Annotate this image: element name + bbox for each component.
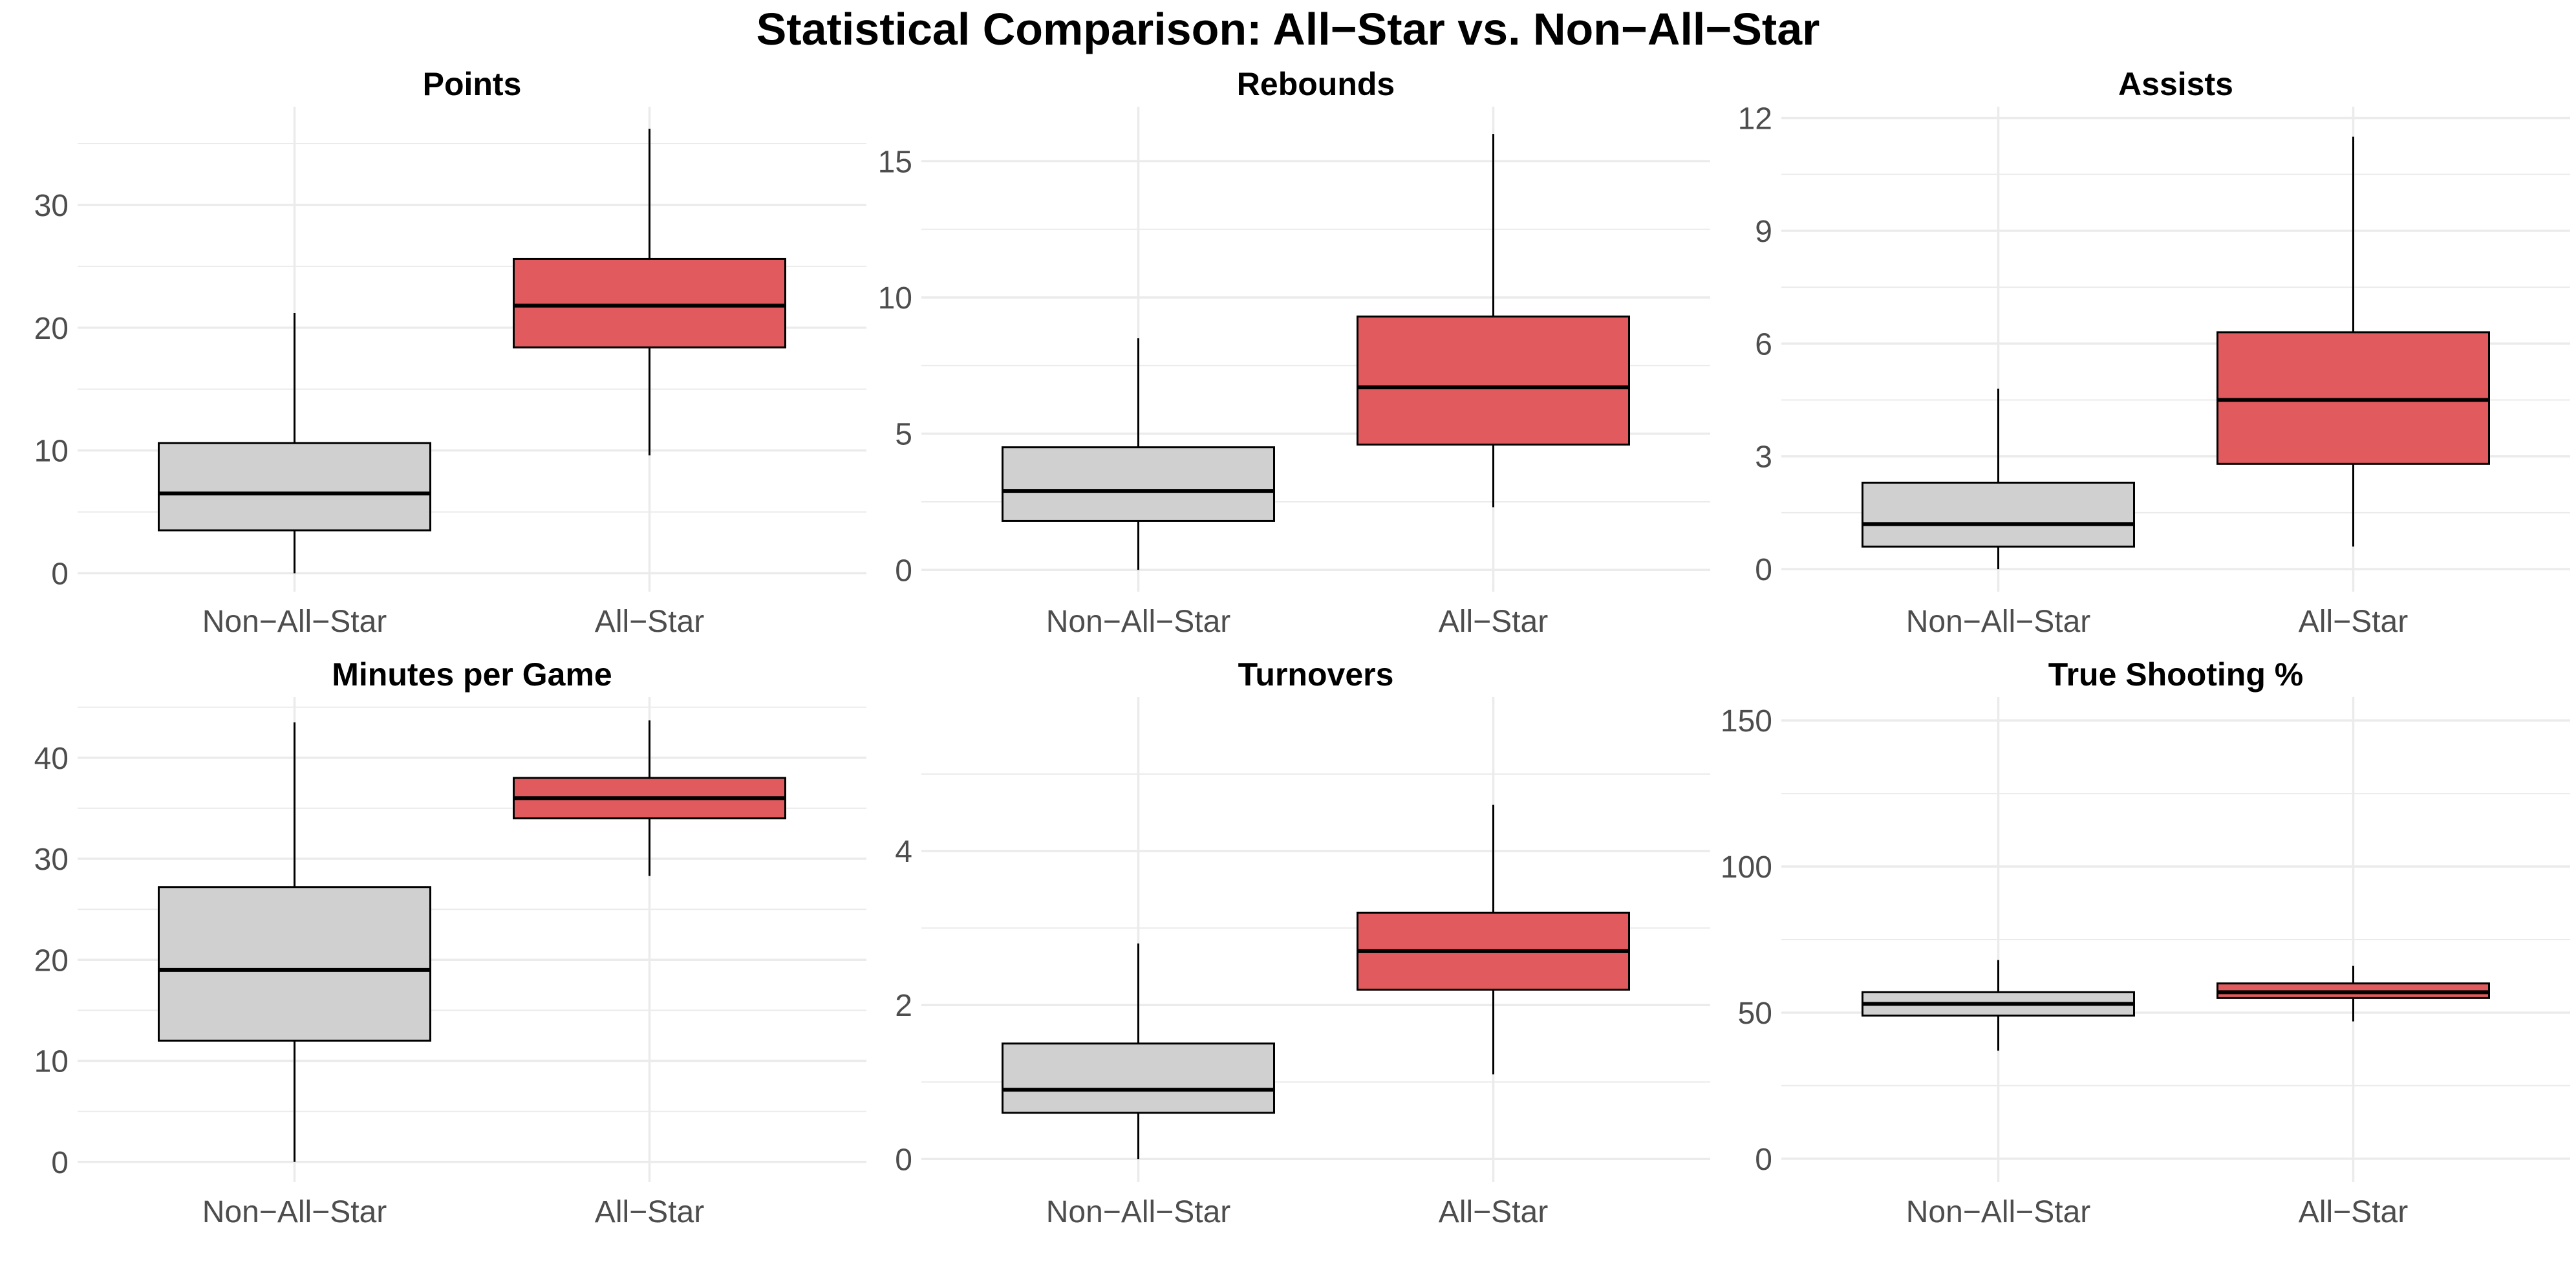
- y-tick-label: 3: [1755, 440, 1772, 475]
- box-non-all-star: [1002, 943, 1275, 1159]
- y-tick-label: 10: [878, 281, 912, 316]
- box-non-all-star: [1862, 389, 2135, 570]
- y-tick-label: 9: [1755, 215, 1772, 249]
- box-all-star: [513, 129, 786, 456]
- y-tick-label: 0: [895, 1143, 912, 1177]
- box-all-star: [1357, 804, 1630, 1075]
- y-tick-label: 50: [1738, 997, 1772, 1031]
- x-tick-label: All−Star: [1439, 1195, 1548, 1229]
- y-tick-label: 150: [1721, 704, 1772, 738]
- box-all-star: [1357, 134, 1630, 508]
- x-tick-label: All−Star: [595, 1195, 704, 1229]
- y-tick-label: 10: [34, 1045, 69, 1079]
- iqr-box: [158, 886, 431, 1042]
- x-tick-label: Non−All−Star: [1046, 605, 1231, 639]
- panel-title: Points: [423, 66, 522, 102]
- panel-3: Assists 0 3 6 9 12 Non−All−Star All−Star: [1738, 66, 2570, 639]
- panel-1: Points 0 10 20 30 Non−All−Star All−Star: [34, 66, 866, 639]
- x-tick-label: All−Star: [595, 605, 704, 639]
- panel-title: True Shooting %: [2048, 656, 2303, 693]
- box-all-star: [513, 720, 786, 876]
- y-tick-label: 0: [51, 557, 69, 592]
- iqr-box: [1002, 1042, 1275, 1114]
- y-tick-label: 40: [34, 742, 69, 776]
- x-tick-label: Non−All−Star: [202, 1195, 387, 1229]
- panel-title: Rebounds: [1237, 66, 1395, 102]
- y-tick-label: 2: [895, 989, 912, 1023]
- panel-4: Minutes per Game 0 10 20 30 40 Non−All−Star All…: [34, 656, 866, 1229]
- panel-5: Turnovers 0 2 4 Non−All−Star All−Star: [895, 656, 1710, 1229]
- y-tick-label: 30: [34, 843, 69, 877]
- y-tick-label: 6: [1755, 327, 1772, 361]
- y-tick-label: 20: [34, 943, 69, 978]
- y-tick-label: 12: [1738, 102, 1772, 136]
- y-tick-label: 0: [1755, 1143, 1772, 1177]
- y-tick-label: 4: [895, 835, 912, 869]
- box-non-all-star: [158, 312, 431, 574]
- y-tick-label: 10: [34, 435, 69, 469]
- y-tick-label: 20: [34, 312, 69, 346]
- panel-2: Rebounds 0 5 10 15 Non−All−Star All−Star: [878, 66, 1710, 639]
- panel-title: Assists: [2118, 66, 2233, 102]
- x-tick-label: Non−All−Star: [1906, 1195, 2091, 1229]
- box-all-star: [2216, 136, 2490, 547]
- x-tick-label: Non−All−Star: [1046, 1195, 1231, 1229]
- iqr-box: [1357, 315, 1630, 446]
- x-tick-label: All−Star: [2299, 1195, 2408, 1229]
- iqr-box: [513, 257, 786, 349]
- y-tick-label: 100: [1721, 850, 1772, 885]
- y-tick-label: 0: [895, 554, 912, 588]
- panel-6: True Shooting % 0 50 100 150 Non−All−Star All−…: [1721, 656, 2570, 1229]
- y-tick-label: 15: [878, 145, 912, 179]
- iqr-box: [1002, 446, 1275, 522]
- y-tick-label: 5: [895, 418, 912, 452]
- iqr-box: [1862, 481, 2135, 548]
- box-non-all-star: [1002, 338, 1275, 570]
- iqr-box: [158, 442, 431, 532]
- box-non-all-star: [158, 722, 431, 1162]
- box-all-star: [2216, 965, 2490, 1022]
- box-non-all-star: [1862, 960, 2135, 1051]
- y-tick-label: 30: [34, 189, 69, 223]
- panel-title: Minutes per Game: [332, 656, 612, 693]
- x-tick-label: All−Star: [2299, 605, 2408, 639]
- panel-title: Turnovers: [1238, 656, 1394, 693]
- y-tick-label: 0: [1755, 553, 1772, 587]
- x-tick-label: Non−All−Star: [1906, 605, 2091, 639]
- x-tick-label: Non−All−Star: [202, 605, 387, 639]
- chart-main-title: Statistical Comparison: All−Star vs. Non…: [756, 4, 1820, 54]
- x-tick-label: All−Star: [1439, 605, 1548, 639]
- y-tick-label: 0: [51, 1146, 69, 1180]
